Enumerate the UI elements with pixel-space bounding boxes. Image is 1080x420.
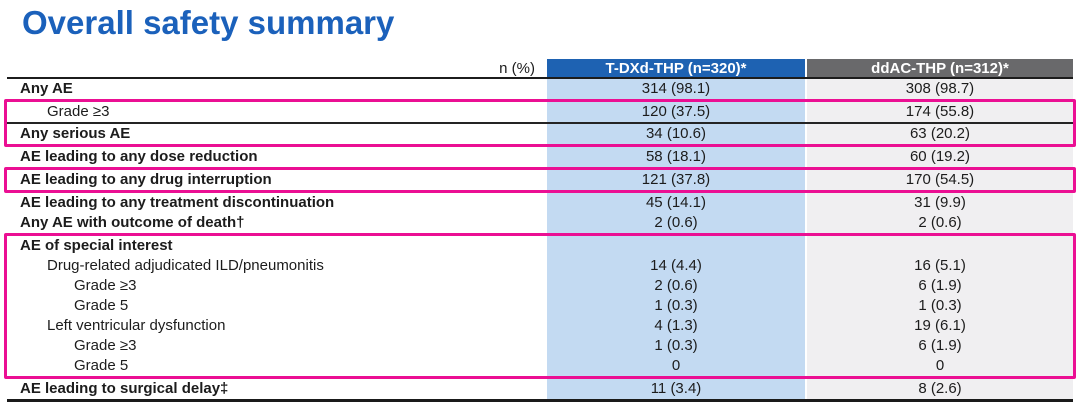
row-label: Grade 5 xyxy=(74,356,129,374)
row-group: Any AE 314 (98.1) 308 (98.7) xyxy=(7,78,1073,99)
value-cell: 34 (10.6) xyxy=(547,123,805,144)
value-cell: 4 (1.3) xyxy=(547,315,805,336)
row-label: AE leading to surgical delay‡ xyxy=(20,379,229,397)
value-cell: 60 (19.2) xyxy=(807,146,1073,167)
row-label: Any AE xyxy=(20,79,73,97)
table-body: Any AE 314 (98.1) 308 (98.7) Grade ≥3 120 (3… xyxy=(4,78,1076,399)
row-label: Left ventricular dysfunction xyxy=(47,316,226,334)
value-cell: 0 xyxy=(547,355,805,376)
value-cell: 31 (9.9) xyxy=(807,192,1073,213)
page-title: Overall safety summary xyxy=(22,4,395,41)
highlight-group: Grade ≥3 120 (37.5) 174 (55.8) Any serious … xyxy=(4,98,1076,147)
row-label: AE leading to any drug interruption xyxy=(20,170,272,188)
value-cell: 0 xyxy=(807,355,1073,376)
table-row: Any AE with outcome of death† 2 (0.6) 2 (0… xyxy=(7,212,1073,233)
value-cell: 63 (20.2) xyxy=(807,123,1073,144)
table-row: AE of special interest xyxy=(7,235,1073,256)
highlight-group: AE of special interest Drug-related adjud… xyxy=(4,232,1076,379)
value-cell: 11 (3.4) xyxy=(547,378,805,399)
row-label: Grade 5 xyxy=(74,296,129,314)
value-cell: 58 (18.1) xyxy=(547,146,805,167)
value-cell: 1 (0.3) xyxy=(807,295,1073,316)
table-row: Grade ≥3 1 (0.3) 6 (1.9) xyxy=(7,335,1073,356)
value-cell: 2 (0.6) xyxy=(807,212,1073,233)
row-label: Grade ≥3 xyxy=(47,102,110,120)
table-row: Drug-related adjudicated ILD/pneumonitis… xyxy=(7,255,1073,276)
value-cell xyxy=(807,235,1073,256)
table-row: Grade ≥3 2 (0.6) 6 (1.9) xyxy=(7,275,1073,296)
value-cell: 121 (37.8) xyxy=(547,169,805,190)
row-group: AE leading to any dose reduction 58 (18.1… xyxy=(7,146,1073,167)
row-group: AE leading to surgical delay‡ 11 (3.4) 8 (… xyxy=(7,378,1073,399)
corner-label: n (%) xyxy=(499,59,535,77)
value-cell: 16 (5.1) xyxy=(807,255,1073,276)
row-divider xyxy=(7,121,1073,124)
value-cell: 14 (4.4) xyxy=(547,255,805,276)
row-label: Any serious AE xyxy=(20,124,131,142)
row-label: AE leading to any dose reduction xyxy=(20,147,258,165)
value-cell: 19 (6.1) xyxy=(807,315,1073,336)
table-bottom-rule xyxy=(7,398,1073,402)
value-cell: 6 (1.9) xyxy=(807,275,1073,296)
value-cell: 2 (0.6) xyxy=(547,275,805,296)
table-row: AE leading to surgical delay‡ 11 (3.4) 8 (… xyxy=(7,378,1073,399)
row-label: Grade ≥3 xyxy=(74,336,137,354)
row-label: Any AE with outcome of death† xyxy=(20,213,245,231)
table-row: Any serious AE 34 (10.6) 63 (20.2) xyxy=(7,123,1073,144)
row-label: AE leading to any treatment discontinuat… xyxy=(20,193,335,211)
table-row: Grade 5 1 (0.3) 1 (0.3) xyxy=(7,295,1073,316)
value-cell: 314 (98.1) xyxy=(547,78,805,99)
value-cell: 2 (0.6) xyxy=(547,212,805,233)
value-cell: 1 (0.3) xyxy=(547,295,805,316)
table-row: AE leading to any treatment discontinuat… xyxy=(7,192,1073,213)
row-group: AE leading to any treatment discontinuat… xyxy=(7,192,1073,233)
value-cell: 6 (1.9) xyxy=(807,335,1073,356)
value-cell: 120 (37.5) xyxy=(547,101,805,122)
column-header-ddac-thp: ddAC-THP (n=312)* xyxy=(807,58,1073,77)
table-header-row: n (%) T-DXd-THP (n=320)* ddAC-THP (n=312… xyxy=(7,58,1073,79)
value-cell: 170 (54.5) xyxy=(807,169,1073,190)
row-label: AE of special interest xyxy=(20,236,173,254)
safety-summary-table: n (%) T-DXd-THP (n=320)* ddAC-THP (n=312… xyxy=(4,58,1076,402)
slide: Overall safety summary n (%) T-DXd-THP (… xyxy=(0,4,1080,402)
table-row: Grade ≥3 120 (37.5) 174 (55.8) xyxy=(7,101,1073,122)
table-row: AE leading to any drug interruption 121 (… xyxy=(7,169,1073,190)
value-cell: 8 (2.6) xyxy=(807,378,1073,399)
value-cell: 45 (14.1) xyxy=(547,192,805,213)
value-cell: 1 (0.3) xyxy=(547,335,805,356)
column-header-tdxd-thp: T-DXd-THP (n=320)* xyxy=(547,58,805,77)
value-cell: 308 (98.7) xyxy=(807,78,1073,99)
value-cell: 174 (55.8) xyxy=(807,101,1073,122)
table-row: AE leading to any dose reduction 58 (18.1… xyxy=(7,146,1073,167)
table-row: Left ventricular dysfunction 4 (1.3) 19 (6… xyxy=(7,315,1073,336)
highlight-group: AE leading to any drug interruption 121 (… xyxy=(4,166,1076,193)
row-label: Drug-related adjudicated ILD/pneumonitis xyxy=(47,256,324,274)
value-cell xyxy=(547,235,805,256)
row-label: Grade ≥3 xyxy=(74,276,137,294)
table-row: Any AE 314 (98.1) 308 (98.7) xyxy=(7,78,1073,99)
